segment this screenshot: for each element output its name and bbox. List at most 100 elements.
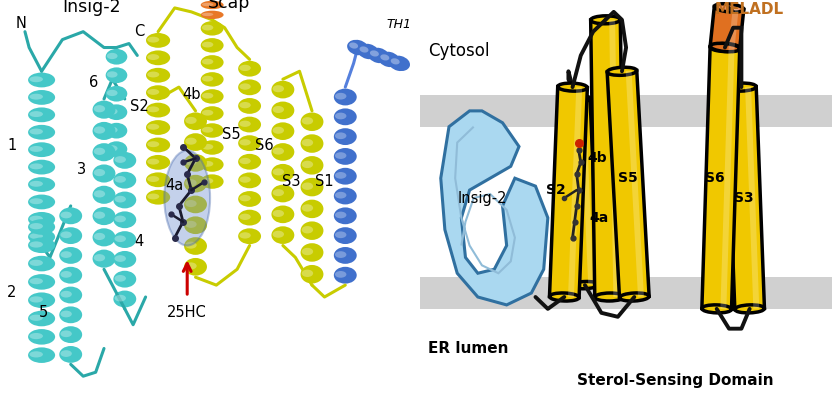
Text: 1: 1 — [7, 139, 17, 154]
Ellipse shape — [146, 103, 170, 118]
Polygon shape — [441, 111, 547, 305]
Ellipse shape — [113, 231, 136, 248]
Ellipse shape — [607, 67, 636, 75]
Ellipse shape — [147, 124, 159, 130]
Ellipse shape — [201, 89, 224, 104]
Polygon shape — [609, 20, 619, 297]
Ellipse shape — [271, 143, 295, 161]
Ellipse shape — [92, 143, 116, 161]
Ellipse shape — [715, 4, 744, 12]
Ellipse shape — [29, 129, 43, 135]
Ellipse shape — [240, 195, 250, 201]
Ellipse shape — [113, 271, 136, 287]
Ellipse shape — [238, 210, 261, 225]
Ellipse shape — [271, 122, 295, 140]
Ellipse shape — [549, 293, 579, 301]
Ellipse shape — [334, 208, 357, 224]
Ellipse shape — [28, 347, 55, 363]
Polygon shape — [563, 99, 598, 286]
Ellipse shape — [61, 330, 72, 337]
Ellipse shape — [238, 80, 261, 95]
Ellipse shape — [29, 315, 43, 321]
Text: MELADL: MELADL — [715, 2, 785, 17]
Ellipse shape — [29, 181, 43, 187]
Ellipse shape — [29, 223, 43, 229]
Ellipse shape — [201, 1, 224, 9]
Ellipse shape — [94, 105, 105, 112]
Ellipse shape — [59, 326, 82, 343]
Ellipse shape — [300, 221, 324, 240]
Ellipse shape — [28, 219, 55, 235]
Ellipse shape — [94, 211, 105, 219]
Ellipse shape — [240, 158, 250, 164]
Ellipse shape — [94, 233, 105, 240]
Ellipse shape — [29, 146, 43, 152]
Ellipse shape — [61, 291, 72, 297]
Ellipse shape — [202, 59, 213, 65]
Ellipse shape — [29, 260, 43, 266]
Text: S1: S1 — [315, 174, 334, 189]
Ellipse shape — [113, 192, 136, 208]
Ellipse shape — [368, 48, 389, 63]
Ellipse shape — [334, 109, 357, 125]
Ellipse shape — [300, 178, 324, 196]
Ellipse shape — [147, 159, 159, 165]
Ellipse shape — [184, 154, 207, 172]
Ellipse shape — [106, 127, 117, 133]
Ellipse shape — [273, 85, 284, 92]
Ellipse shape — [106, 53, 117, 59]
Ellipse shape — [59, 346, 82, 363]
Text: 4a: 4a — [166, 178, 184, 193]
Ellipse shape — [28, 160, 55, 175]
Text: S2: S2 — [546, 183, 566, 197]
Ellipse shape — [29, 296, 43, 303]
Ellipse shape — [115, 156, 126, 163]
Ellipse shape — [146, 137, 170, 152]
Text: Insig-2: Insig-2 — [62, 0, 121, 16]
Ellipse shape — [349, 42, 358, 49]
Ellipse shape — [240, 177, 250, 183]
Text: C: C — [134, 24, 145, 39]
Ellipse shape — [106, 71, 117, 78]
Ellipse shape — [202, 178, 213, 184]
Ellipse shape — [271, 101, 295, 119]
Ellipse shape — [273, 189, 284, 196]
Ellipse shape — [28, 292, 55, 308]
Ellipse shape — [28, 72, 55, 88]
Polygon shape — [607, 70, 649, 298]
Ellipse shape — [59, 247, 82, 264]
Ellipse shape — [28, 125, 55, 140]
Ellipse shape — [202, 76, 213, 82]
Ellipse shape — [201, 21, 224, 36]
Ellipse shape — [240, 84, 250, 89]
Ellipse shape — [184, 258, 207, 276]
Text: S6: S6 — [255, 139, 274, 154]
Text: 2: 2 — [7, 285, 17, 300]
Ellipse shape — [186, 117, 196, 124]
Ellipse shape — [300, 243, 324, 262]
Ellipse shape — [370, 50, 379, 57]
Ellipse shape — [335, 271, 346, 278]
Ellipse shape — [61, 231, 72, 238]
Ellipse shape — [113, 211, 136, 228]
Ellipse shape — [335, 211, 346, 218]
Ellipse shape — [334, 267, 357, 284]
Text: S3: S3 — [282, 174, 300, 189]
Ellipse shape — [300, 265, 324, 284]
Ellipse shape — [238, 228, 261, 244]
Ellipse shape — [61, 310, 72, 317]
Text: S2: S2 — [130, 99, 149, 114]
Ellipse shape — [106, 67, 127, 83]
Ellipse shape — [29, 94, 43, 100]
Ellipse shape — [273, 168, 284, 175]
Ellipse shape — [106, 86, 127, 101]
Ellipse shape — [380, 54, 389, 61]
Ellipse shape — [202, 110, 213, 116]
Ellipse shape — [238, 61, 261, 76]
Ellipse shape — [28, 90, 55, 105]
Ellipse shape — [302, 161, 313, 168]
Bar — [420, 277, 832, 309]
Text: S6: S6 — [705, 171, 725, 185]
Ellipse shape — [201, 55, 224, 70]
Ellipse shape — [146, 33, 170, 48]
